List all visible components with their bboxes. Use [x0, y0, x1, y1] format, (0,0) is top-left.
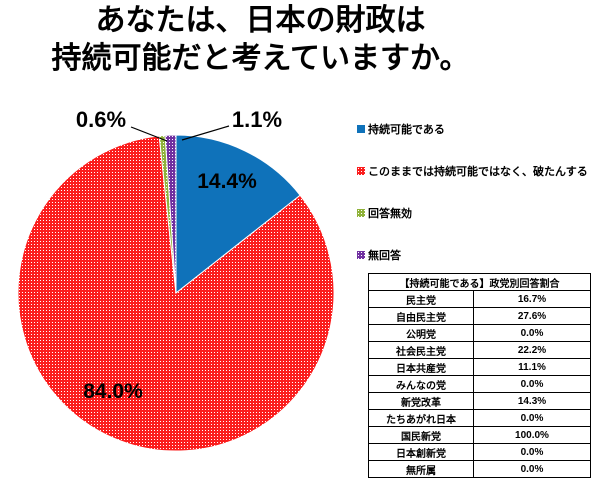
party-value-cell: 0.0% [473, 460, 591, 478]
table-row: 新党改革 14.3% [368, 392, 591, 410]
slice-value-label-invalid: 0.6% [75, 107, 127, 132]
table-row: 無所属 0.0% [368, 460, 591, 478]
legend-swatch-noanswer [357, 251, 365, 259]
table-row: たちあがれ日本 0.0% [368, 409, 591, 427]
party-name-cell: 民主党 [368, 290, 474, 308]
legend-swatch-invalid [357, 209, 365, 217]
party-name-cell: 日本創新党 [368, 443, 474, 461]
party-name-cell: みんなの党 [368, 375, 474, 393]
party-response-table: 【持続可能である】政党別回答割合 民主党 16.7% 自由民主党 27.6% 公明党 0.… [368, 273, 591, 478]
party-value-cell: 100.0% [473, 426, 591, 444]
party-name-cell: 日本共産党 [368, 358, 474, 376]
legend-item-invalid: 回答無効 [357, 205, 588, 221]
table-row: 社会民主党 22.2% [368, 341, 591, 359]
legend-swatch-sustainable [357, 125, 365, 133]
party-value-cell: 0.0% [473, 409, 591, 427]
chart-title: あなたは、日本の財政は 持続可能だと考えていますか。 [8, 2, 513, 78]
pie-slice-collapse [17, 135, 335, 452]
table-row: みんなの党 0.0% [368, 375, 591, 393]
party-name-cell: 国民新党 [368, 426, 474, 444]
party-name-cell: 公明党 [368, 324, 474, 342]
pie-slice-noanswer [164, 134, 177, 294]
table-row: 日本創新党 0.0% [368, 443, 591, 461]
party-value-cell: 0.0% [473, 324, 591, 342]
legend-item-noanswer: 無回答 [357, 247, 588, 263]
party-value-cell: 11.1% [473, 358, 591, 376]
legend-label-sustainable: 持続可能である [368, 124, 445, 136]
party-value-cell: 16.7% [473, 290, 591, 308]
legend-item-sustainable: 持続可能である [357, 121, 588, 137]
chart-title-line-1: あなたは、日本の財政は [95, 4, 426, 37]
table-row: 自由民主党 27.6% [368, 307, 591, 325]
legend-swatch-collapse [357, 167, 365, 175]
legend-label-invalid: 回答無効 [368, 208, 412, 220]
table-row: 公明党 0.0% [368, 324, 591, 342]
legend: 持続可能である このままでは持続可能ではなく、破たんする 回答無効 無回答 [357, 121, 588, 263]
pie-slice-sustainable [175, 134, 301, 295]
slice-value-label-collapse: 84.0% [83, 380, 143, 403]
slice-value-label-noanswer: 1.1% [231, 107, 283, 132]
party-value-cell: 14.3% [473, 392, 591, 410]
chart-title-line-2: 持続可能だと考えていますか。 [51, 42, 470, 75]
table-row: 民主党 16.7% [368, 290, 591, 308]
party-value-cell: 27.6% [473, 307, 591, 325]
slice-value-label-sustainable: 14.4% [197, 170, 257, 193]
legend-label-collapse: このままでは持続可能ではなく、破たんする [368, 166, 588, 178]
table-row: 国民新党 100.0% [368, 426, 591, 444]
table-row: 日本共産党 11.1% [368, 358, 591, 376]
callout-line-invalid [130, 126, 168, 142]
party-name-cell: 無所属 [368, 460, 474, 478]
party-name-cell: 新党改革 [368, 392, 474, 410]
legend-item-collapse: このままでは持続可能ではなく、破たんする [357, 163, 588, 179]
table-header-row: 【持続可能である】政党別回答割合 [368, 273, 591, 291]
party-name-cell: たちあがれ日本 [368, 409, 474, 427]
party-value-cell: 22.2% [473, 341, 591, 359]
party-value-cell: 0.0% [473, 375, 591, 393]
callout-line-noanswer [181, 125, 230, 141]
table-header: 【持続可能である】政党別回答割合 [368, 273, 591, 291]
legend-label-noanswer: 無回答 [368, 250, 401, 262]
party-value-cell: 0.0% [473, 443, 591, 461]
party-name-cell: 社会民主党 [368, 341, 474, 359]
party-name-cell: 自由民主党 [368, 307, 474, 325]
